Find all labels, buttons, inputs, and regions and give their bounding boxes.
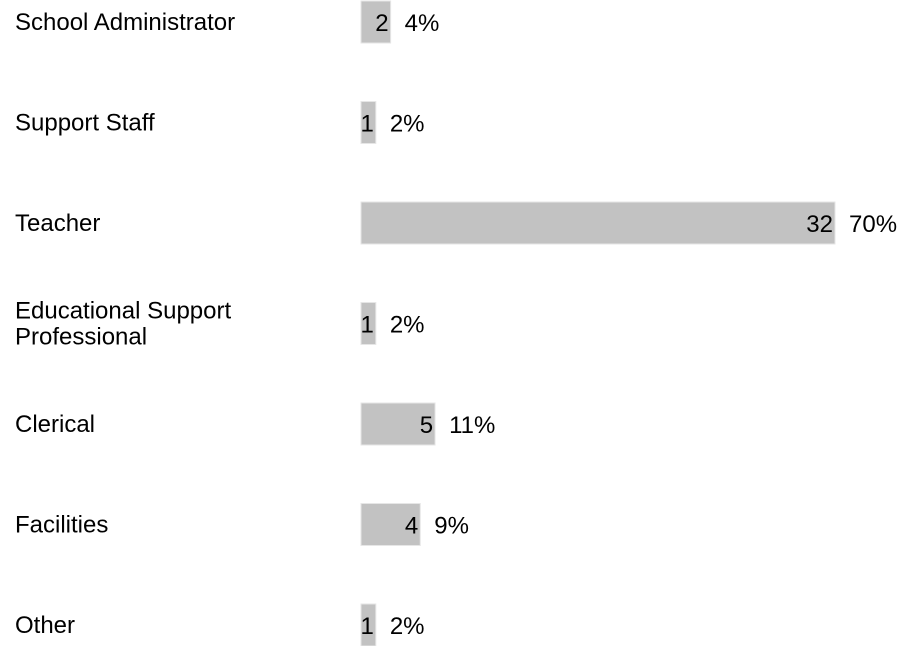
bar — [360, 201, 836, 245]
bar-value-label: 32 — [806, 211, 833, 238]
bar-percent-label: 70% — [849, 211, 897, 238]
bar-value-label: 1 — [360, 613, 373, 640]
category-label: Other — [15, 612, 75, 639]
bar-percent-label: 4% — [405, 10, 440, 37]
bar-value-label: 5 — [420, 412, 433, 439]
category-label: Facilities — [15, 512, 108, 539]
bar — [360, 603, 377, 646]
category-label: School Administrator — [15, 9, 235, 36]
bar-percent-label: 2% — [390, 312, 425, 339]
bar-value-label: 1 — [360, 111, 373, 138]
bar-percent-label: 9% — [434, 513, 469, 540]
category-label: Clerical — [15, 411, 95, 438]
bar-value-label: 2 — [375, 10, 388, 37]
category-label: Educational Support Professional — [15, 298, 231, 351]
bar — [360, 101, 377, 144]
bar — [360, 302, 377, 345]
bar-value-label: 1 — [360, 312, 373, 339]
bar — [360, 402, 436, 446]
bar-value-label: 4 — [405, 513, 418, 540]
bar-percent-label: 11% — [449, 412, 495, 439]
bar — [360, 0, 392, 44]
bar-percent-label: 2% — [390, 613, 425, 640]
bar-percent-label: 2% — [390, 111, 425, 138]
category-label: Teacher — [15, 210, 100, 237]
bar — [360, 503, 421, 546]
category-label: Support Staff — [15, 110, 155, 137]
